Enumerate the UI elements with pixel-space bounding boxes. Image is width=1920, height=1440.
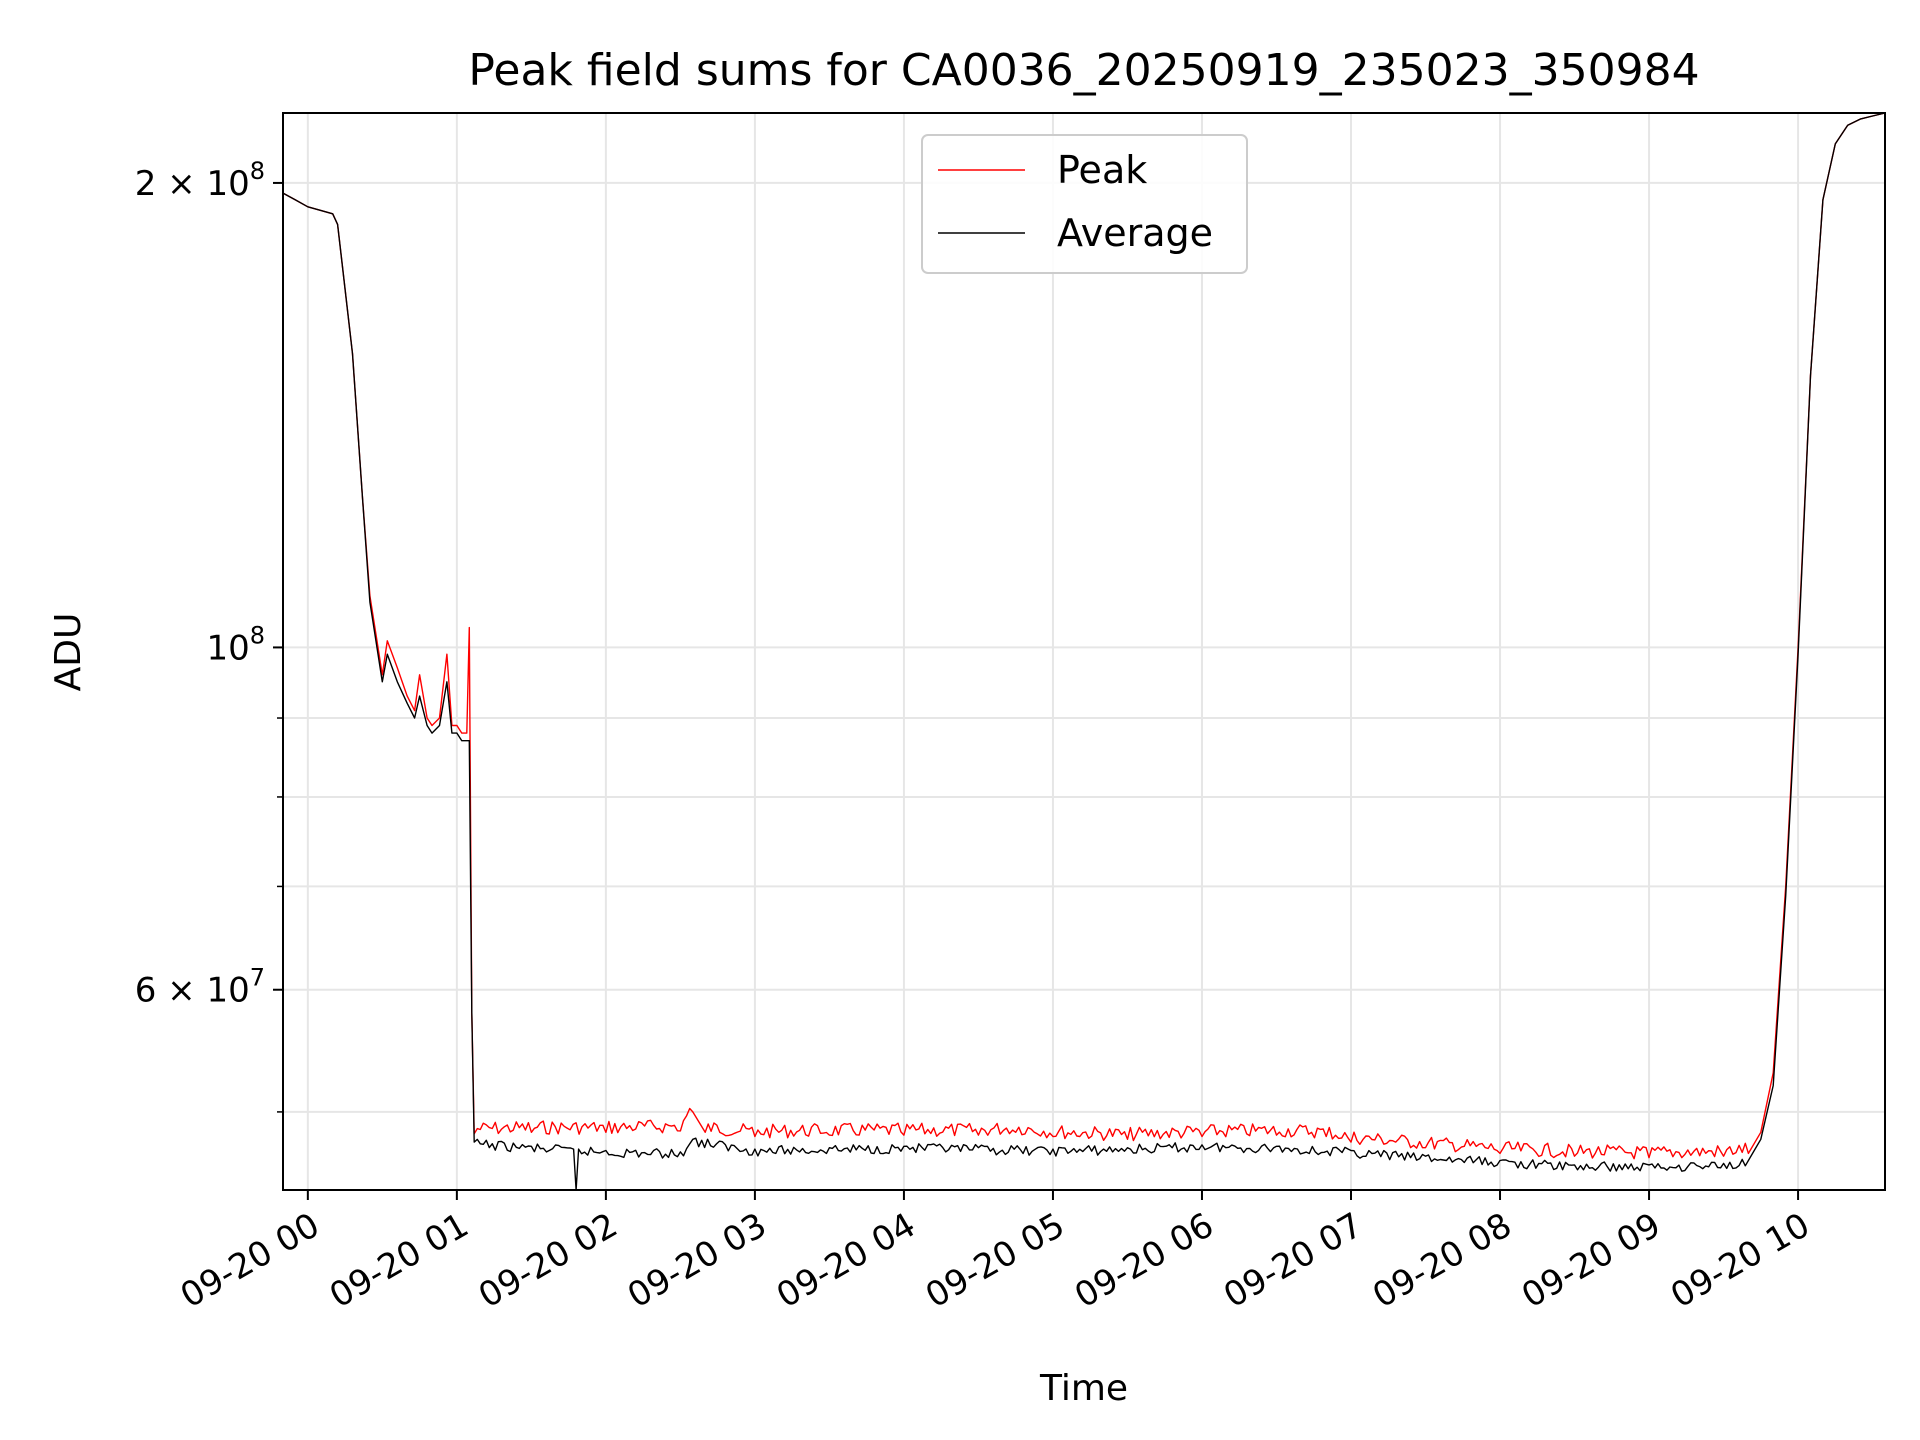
y-tick-label: 108 [206,621,265,668]
legend-average-label: Average [1057,211,1213,255]
y-tick-label: 2 × 108 [135,157,265,204]
x-tick-label: 09-20 07 [1217,1205,1369,1316]
x-tick-label: 09-20 06 [1068,1205,1220,1316]
x-tick-label: 09-20 01 [323,1205,475,1316]
grid-lines [283,113,1885,1190]
chart-title: Peak field sums for CA0036_20250919_2350… [468,45,1699,96]
x-tick-label: 09-20 02 [472,1205,624,1316]
x-tick-label: 09-20 04 [770,1205,922,1316]
legend: Peak Average [921,134,1248,274]
series-peak-line [282,112,1886,1160]
x-axis-label: Time [1039,1368,1128,1409]
legend-peak-label: Peak [1057,148,1147,192]
plot-frame [282,112,1886,1191]
x-tick-label: 09-20 10 [1664,1205,1816,1316]
x-tick-label: 09-20 05 [919,1205,1071,1316]
x-tick-label: 09-20 08 [1366,1205,1518,1316]
x-tick-label: 09-20 09 [1515,1205,1667,1316]
x-tick-label: 09-20 03 [621,1205,773,1316]
x-tick-label: 09-20 00 [174,1205,326,1316]
series-layer [282,112,1886,1191]
y-axis-label: ADU [48,613,89,692]
y-tick-label: 6 × 107 [135,964,265,1011]
series-average-line [282,112,1886,1191]
y-axis: 2 × 108 108 6 × 107 [135,157,283,1113]
